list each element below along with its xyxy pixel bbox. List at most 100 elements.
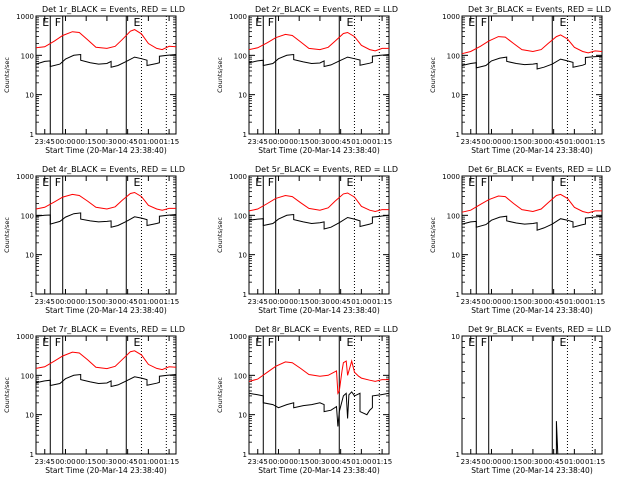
x-axis-label: Start Time (20-Mar-14 23:38:40) (258, 466, 380, 475)
x-tick-label: 01:00 (138, 138, 158, 146)
x-tick-label: 00:15 (289, 138, 309, 146)
panel-title: Det 6r_BLACK = Events, RED = LLD (468, 165, 611, 174)
x-tick-label: 00:45 (544, 298, 564, 306)
y-tick-label: 1000 (16, 333, 34, 341)
y-tick-label: 1 (456, 131, 460, 139)
marker-label: F (268, 336, 274, 349)
x-tick-label: 00:30 (97, 458, 117, 466)
y-axis-label: Counts/sec (429, 57, 437, 93)
x-tick-label: 00:00 (481, 138, 501, 146)
panel-title: Det 8r_BLACK = Events, RED = LLD (255, 325, 398, 334)
y-tick-label: 100 (447, 52, 460, 60)
x-tick-label: 23:45 (248, 138, 268, 146)
x-tick-label: 00:30 (310, 298, 330, 306)
y-tick-label: 1 (30, 451, 34, 459)
panel-title: Det 3r_BLACK = Events, RED = LLD (468, 5, 611, 14)
x-tick-label: 23:45 (461, 458, 481, 466)
series-line-lld (461, 34, 603, 55)
marker-label: F (481, 176, 487, 189)
plot-frame (35, 15, 177, 135)
plot-frame (35, 175, 177, 295)
series-line-lld (248, 359, 389, 395)
panel-title: Det 2r_BLACK = Events, RED = LLD (255, 5, 398, 14)
x-tick-label: 00:15 (502, 298, 522, 306)
marker-label: E (559, 336, 566, 349)
series-line-events (555, 421, 559, 455)
y-axis-label: Counts/sec (3, 217, 11, 253)
y-tick-label: 1 (243, 451, 247, 459)
x-tick-label: 00:30 (97, 298, 117, 306)
y-axis-label: Counts/sec (216, 377, 224, 413)
marker-label: E (133, 16, 140, 29)
series-line-events (248, 53, 390, 68)
series-line-lld (35, 191, 176, 211)
marker-label: E (346, 16, 353, 29)
x-tick-label: 01:00 (138, 298, 158, 306)
x-axis-label: Start Time (20-Mar-14 23:38:40) (45, 306, 167, 315)
series-line-events (248, 391, 390, 427)
x-tick-label: 01:15 (372, 458, 392, 466)
panel-title: Det 5r_BLACK = Events, RED = LLD (255, 165, 398, 174)
plot-frame (248, 175, 390, 295)
x-tick-label: 23:45 (248, 458, 268, 466)
series-line-lld (35, 29, 177, 51)
x-tick-label: 01:00 (564, 298, 584, 306)
plot-frame (248, 335, 390, 455)
marker-label: F (55, 176, 61, 189)
y-tick-label: 1000 (229, 13, 247, 21)
x-axis-label: Start Time (20-Mar-14 23:38:40) (471, 306, 593, 315)
x-tick-label: 00:15 (289, 458, 309, 466)
series-line-events (461, 215, 603, 231)
x-tick-label: 23:45 (461, 298, 481, 306)
marker-label: E (468, 176, 475, 189)
y-tick-label: 1000 (229, 173, 247, 181)
marker-label: E (559, 176, 566, 189)
panel-4: Det 4r_BLACK = Events, RED = LLD 1 10 100 10… (3, 165, 185, 315)
x-tick-label: 00:00 (268, 458, 288, 466)
series-line-events (248, 213, 390, 230)
y-tick-label: 1 (456, 451, 460, 459)
x-tick-label: 00:45 (544, 458, 564, 466)
marker-label: E (346, 176, 353, 189)
plot-frame (461, 175, 603, 295)
x-tick-label: 23:45 (248, 298, 268, 306)
y-axis-label: Counts/sec (3, 377, 11, 413)
marker-label: F (481, 16, 487, 29)
y-tick-label: 1 (456, 291, 460, 299)
panel-1: Det 1r_BLACK = Events, RED = LLD 1 10 100 10… (3, 5, 185, 155)
panel-6: Det 6r_BLACK = Events, RED = LLD 1 10 100 10… (429, 165, 611, 315)
marker-label: E (42, 176, 49, 189)
y-tick-label: 10 (451, 333, 460, 341)
marker-label: E (133, 176, 140, 189)
marker-label: F (55, 336, 61, 349)
x-tick-label: 00:00 (481, 458, 501, 466)
y-tick-label: 100 (447, 212, 460, 220)
marker-label: F (268, 176, 274, 189)
marker-label: E (255, 336, 262, 349)
x-tick-label: 00:15 (502, 138, 522, 146)
x-tick-label: 00:15 (76, 138, 96, 146)
x-tick-label: 00:15 (502, 458, 522, 466)
plot-frame (35, 335, 177, 455)
y-tick-label: 100 (234, 52, 247, 60)
x-tick-label: 00:00 (55, 458, 75, 466)
y-tick-label: 100 (234, 212, 247, 220)
x-tick-label: 00:45 (331, 298, 351, 306)
y-axis-label: Counts/sec (216, 217, 224, 253)
x-axis-label: Start Time (20-Mar-14 23:38:40) (258, 306, 380, 315)
y-tick-label: 10 (25, 252, 34, 260)
panel-title: Det 4r_BLACK = Events, RED = LLD (42, 165, 185, 174)
y-tick-label: 1 (30, 291, 34, 299)
x-axis-label: Start Time (20-Mar-14 23:38:40) (471, 146, 593, 155)
y-tick-label: 1000 (442, 173, 460, 181)
x-tick-label: 00:30 (97, 138, 117, 146)
series-line-events (35, 53, 177, 68)
y-axis-label: Counts/sec (216, 57, 224, 93)
marker-label: E (255, 176, 262, 189)
y-tick-label: 100 (21, 372, 34, 380)
x-tick-label: 00:00 (55, 138, 75, 146)
marker-label: E (468, 336, 475, 349)
y-tick-label: 1 (243, 291, 247, 299)
plot-frame (248, 15, 390, 135)
x-axis-label: Start Time (20-Mar-14 23:38:40) (471, 466, 593, 475)
